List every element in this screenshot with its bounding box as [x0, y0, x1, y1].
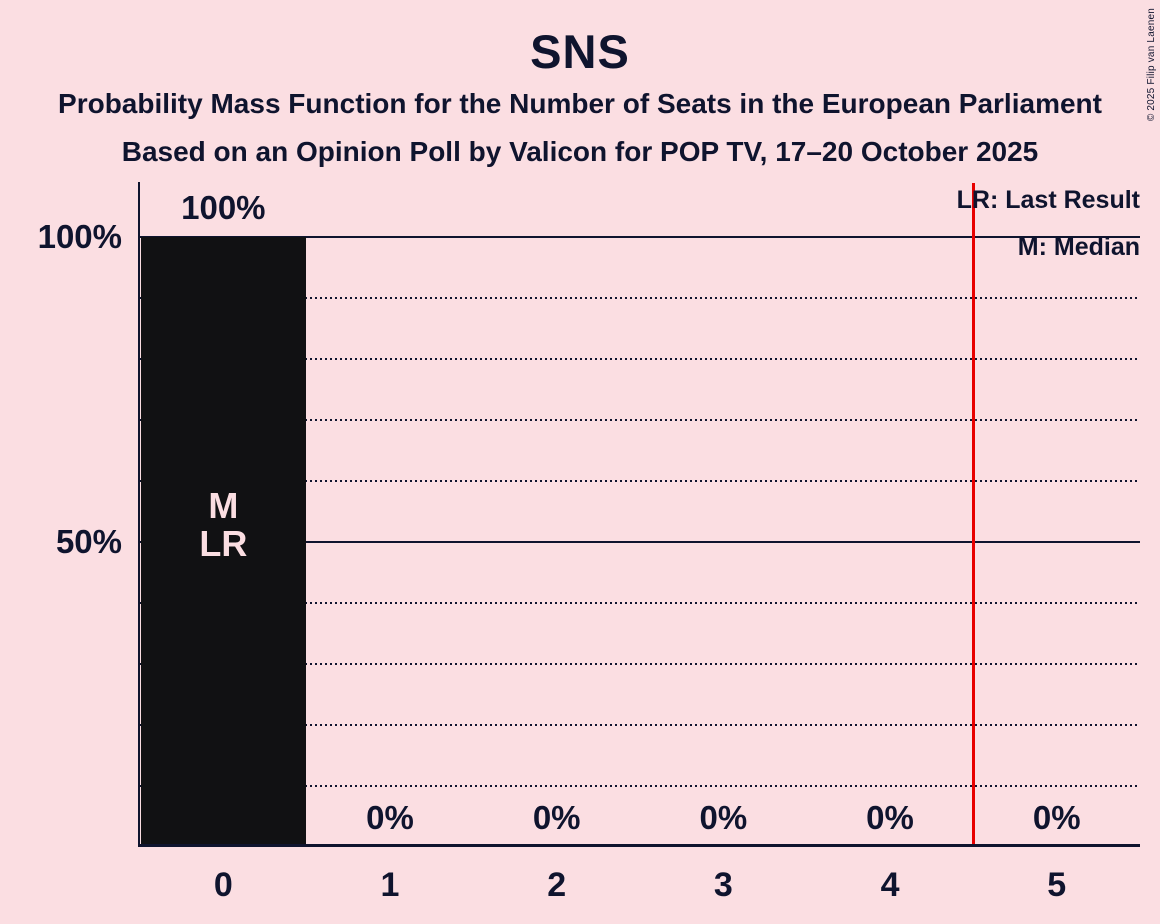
gridline-20pct: [140, 724, 1140, 726]
bar-column-3: 0%: [640, 182, 807, 847]
legend-last-result: LR: Last Result: [956, 186, 1140, 214]
value-label-0: 100%: [181, 189, 266, 226]
y-axis-line: [138, 182, 140, 847]
x-tick-4: 4: [880, 866, 900, 904]
gridline-90pct: [140, 297, 1140, 299]
x-axis-labels: 0 1 2 3 4 5: [140, 866, 1140, 905]
last-result-marker: LR: [199, 523, 248, 565]
bar-column-5: 0%: [973, 182, 1140, 847]
value-label-4: 0%: [866, 799, 914, 836]
gridline-70pct: [140, 419, 1140, 421]
last-result-line: [971, 183, 975, 847]
gridline-100pct: [140, 236, 1140, 238]
bar-column-0: M LR 100%: [140, 182, 307, 847]
chart-title: SNS: [530, 25, 630, 78]
x-tick-3: 3: [713, 866, 733, 904]
chart-subtitle: Probability Mass Function for the Number…: [58, 88, 1102, 119]
gridline-80pct: [140, 358, 1140, 360]
value-label-1: 0%: [366, 799, 414, 836]
bar-column-2: 0%: [473, 182, 640, 847]
plot-area: M LR 100% 0% 0% 0% 0%: [138, 182, 1140, 847]
y-axis-tick-100: 100%: [37, 218, 122, 255]
legend-median: M: Median: [1017, 233, 1140, 261]
x-tick-0: 0: [213, 866, 233, 904]
value-label-2: 0%: [532, 799, 581, 836]
gridline-10pct: [140, 785, 1140, 787]
bar-annotation-median-lastresult: M LR: [141, 485, 306, 565]
bar-columns: M LR 100% 0% 0% 0% 0%: [140, 182, 1140, 847]
gridline-40pct: [140, 602, 1140, 604]
x-tick-1: 1: [380, 866, 400, 904]
x-axis-line: [138, 844, 1140, 847]
chart-source-line: Based on an Opinion Poll by Valicon for …: [121, 136, 1039, 167]
bar-column-1: 0%: [307, 182, 474, 847]
gridline-50pct: [140, 541, 1140, 543]
median-marker: M: [208, 485, 239, 527]
gridline-30pct: [140, 663, 1140, 665]
gridline-60pct: [140, 480, 1140, 482]
value-label-5: 0%: [1032, 799, 1081, 836]
value-label-3: 0%: [699, 799, 748, 836]
y-axis-tick-50: 50%: [55, 523, 122, 560]
x-tick-2: 2: [547, 866, 567, 904]
copyright-note: © 2025 Filip van Laenen: [1146, 8, 1157, 122]
x-tick-5: 5: [1047, 866, 1067, 904]
bar-seat-0: M LR: [141, 237, 306, 847]
bar-column-4: 0%: [807, 182, 974, 847]
